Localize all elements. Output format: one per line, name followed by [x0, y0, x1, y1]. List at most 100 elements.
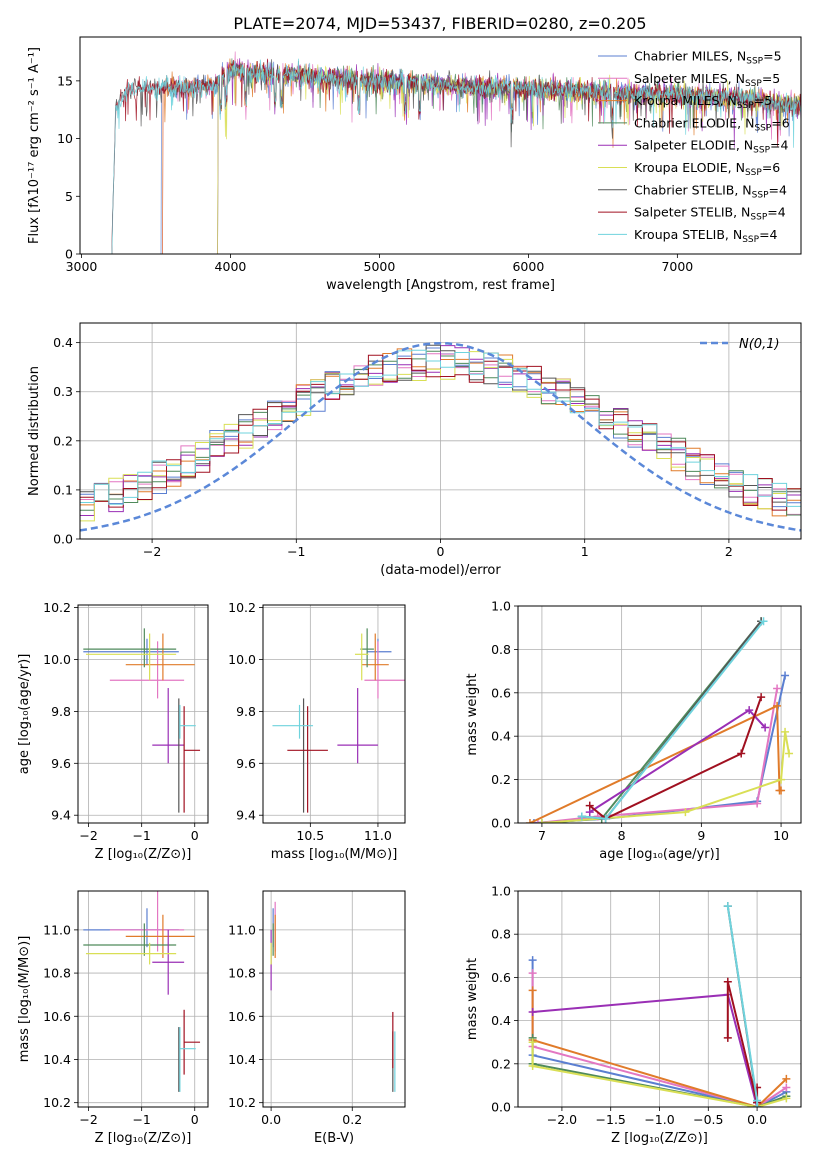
- weight-line: [541, 620, 762, 823]
- x-tick-label: −1.0: [644, 1112, 674, 1127]
- plot-area-age_vs_Z: [83, 628, 201, 813]
- y-tick-label: 1.0: [491, 599, 511, 614]
- histogram-step: [80, 354, 801, 511]
- legend-entry: Chabrier STELIB, NSSP=4: [634, 182, 787, 200]
- x-tick-label: 4000: [215, 259, 247, 274]
- normal-reference-curve: [80, 341, 801, 532]
- histogram-step: [80, 349, 801, 507]
- y-axis-label: mass [log₁₀(M/M⊙)]: [17, 936, 32, 1063]
- axes-frame: [77, 890, 209, 1108]
- axes-frame: [262, 604, 406, 824]
- weight-marker: [528, 1007, 537, 1016]
- axes-frame: [79, 322, 802, 540]
- weight-line: [541, 731, 790, 823]
- x-axis-label: (data-model)/error: [380, 563, 501, 578]
- weight-marker: [785, 749, 794, 758]
- legend-entry: Salpeter MILES, NSSP=5: [634, 71, 780, 89]
- weight-marker: [781, 727, 790, 736]
- x-tick-label: 11.0: [364, 828, 392, 843]
- y-tick-label: 9.6: [236, 756, 256, 771]
- y-tick-label: 0.2: [491, 1056, 511, 1071]
- weight-marker: [782, 1074, 791, 1083]
- y-tick-label: 10.4: [228, 1052, 256, 1067]
- plot-area-weight_vs_Z: [528, 902, 791, 1107]
- weight-marker: [723, 902, 732, 911]
- x-axis-label: Z [log₁₀(Z/Z⊙)]: [95, 1131, 192, 1146]
- y-tick-label: 10.2: [228, 1095, 256, 1110]
- weight-marker: [723, 1033, 732, 1042]
- error-point: [85, 633, 177, 681]
- weight-line: [537, 688, 779, 823]
- y-tick-label: 10.4: [43, 1052, 71, 1067]
- weight-line: [531, 1042, 787, 1107]
- y-tick-label: 0.0: [53, 532, 73, 547]
- y-tick-label: 0.0: [491, 1100, 511, 1115]
- x-tick-label: −2: [143, 544, 161, 559]
- histogram-step: [80, 345, 801, 516]
- x-tick-label: 2: [725, 544, 733, 559]
- plot-area-weight_vs_age: [525, 617, 794, 823]
- legend: Chabrier MILES, NSSP=5 Salpeter MILES, NS…: [598, 49, 790, 245]
- weight-marker: [777, 775, 786, 784]
- weight-marker: [601, 814, 610, 823]
- histogram-step: [80, 344, 801, 503]
- weight-marker: [528, 1061, 537, 1070]
- x-tick-label: 0.0: [747, 1112, 767, 1127]
- y-axis-label: Flux [fλ10⁻¹⁷ erg cm⁻² s⁻¹ A⁻¹]: [27, 47, 42, 244]
- weight-marker: [773, 701, 782, 710]
- x-tick-label: 7: [538, 828, 546, 843]
- spectrum-line: [111, 58, 801, 254]
- y-tick-label: 10: [57, 131, 73, 146]
- error-point: [183, 1009, 201, 1075]
- panel-weight_vs_age: 7 8 9 10 0.0 0.2 0.4 0.6 0.8 1.0 age [log₁₀(age/yr…: [465, 599, 802, 862]
- weight-line: [726, 905, 759, 1107]
- error-point: [179, 704, 196, 739]
- y-tick-label: 11.0: [43, 922, 71, 937]
- weight-marker: [525, 819, 534, 823]
- weight-marker: [577, 812, 586, 821]
- x-tick-label: 0.0: [261, 1112, 281, 1127]
- error-point: [83, 908, 179, 948]
- x-tick-label: 5000: [364, 259, 396, 274]
- axes-frame: [79, 36, 802, 255]
- panel-age_vs_mass: 10.5 11.0 9.4 9.6 9.8 10.0 10.2 mass [log₁₀(M/M…: [228, 600, 406, 862]
- x-axis-label: age [log₁₀(age/yr)]: [599, 847, 720, 862]
- y-tick-label: 0.3: [53, 384, 73, 399]
- x-tick-label: −1: [132, 828, 150, 843]
- error-point: [83, 628, 177, 668]
- legend-entry: Salpeter ELODIE, NSSP=4: [634, 138, 789, 156]
- x-tick-label: −1: [287, 544, 305, 559]
- y-tick-label: 0.6: [491, 685, 511, 700]
- x-axis-label: E(B-V): [314, 1131, 354, 1146]
- x-tick-label: 10: [773, 828, 789, 843]
- legend-entry: Salpeter STELIB, NSSP=4: [634, 205, 786, 223]
- error-point: [360, 628, 374, 668]
- plot-area-spectrum: [111, 51, 801, 254]
- weight-marker: [781, 671, 790, 680]
- y-tick-label: 10.2: [43, 600, 71, 615]
- panel-age_vs_Z: −2 −1 0 9.4 9.6 9.8 10.0 10.2 Z [log₁₀(Z/Z⊙)] age…: [17, 600, 209, 862]
- weight-marker: [753, 1103, 762, 1107]
- x-tick-label: −1: [132, 1112, 150, 1127]
- figure-title: PLATE=2074, MJD=53437, FIBERID=0280, z=0…: [233, 14, 646, 33]
- y-tick-label: 10.0: [43, 652, 71, 667]
- weight-marker: [681, 808, 690, 817]
- y-axis-label: mass weight: [465, 958, 480, 1040]
- weight-marker: [773, 684, 782, 693]
- x-axis-label: Z [log₁₀(Z/Z⊙)]: [611, 1131, 708, 1146]
- x-tick-label: 8: [618, 828, 626, 843]
- y-tick-label: 10.2: [43, 1095, 71, 1110]
- x-tick-label: −0.5: [693, 1112, 723, 1127]
- plot-area-mass_vs_Z: [83, 891, 201, 1092]
- y-tick-label: 0.4: [491, 1013, 511, 1028]
- panel-weight_vs_Z: −2.0 −1.5 −1.0 −0.5 0.0 0.0 0.2 0.4 0.6 0.8 1.0 Z […: [465, 884, 802, 1146]
- legend-entry: Chabrier ELODIE, NSSP=6: [634, 115, 790, 133]
- panel-mass_vs_Z: −2 −1 0 10.2 10.4 10.6 10.8 11.0 Z [log₁₀(Z/Z⊙)]…: [17, 890, 209, 1146]
- y-tick-label: 0.1: [53, 482, 73, 497]
- error-point: [85, 942, 177, 965]
- weight-marker: [757, 693, 766, 702]
- x-tick-label: 6000: [512, 259, 544, 274]
- weight-marker: [753, 799, 762, 808]
- legend-entry: Kroupa MILES, NSSP=5: [634, 93, 772, 111]
- y-tick-label: 10.6: [228, 1009, 256, 1024]
